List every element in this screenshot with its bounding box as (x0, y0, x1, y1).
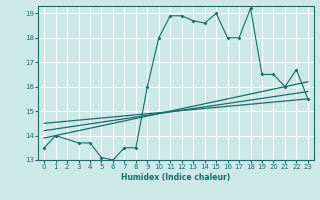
X-axis label: Humidex (Indice chaleur): Humidex (Indice chaleur) (121, 173, 231, 182)
